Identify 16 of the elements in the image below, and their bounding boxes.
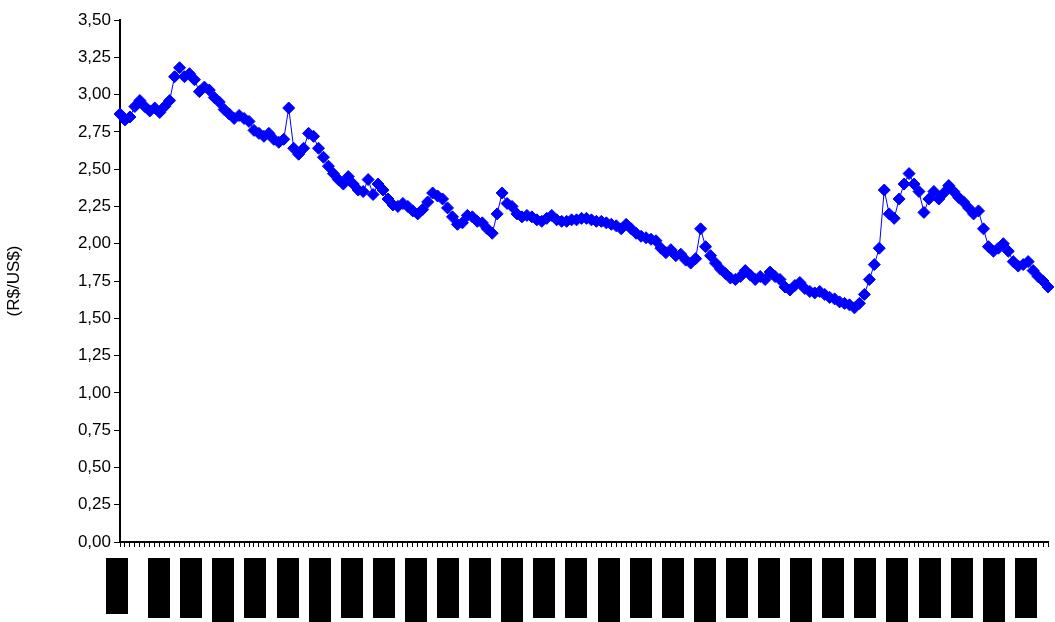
y-tick-label: 3,50 (77, 9, 111, 29)
y-tick-label: 2,25 (77, 196, 111, 216)
y-axis-title: (R$/US$) (3, 245, 23, 317)
y-tick-label: 1,75 (77, 270, 111, 290)
y-tick-label: 1,00 (77, 382, 111, 402)
y-tick-label: 2,00 (77, 233, 111, 253)
y-tick-label: 0,00 (77, 531, 111, 551)
y-tick-label: 3,25 (77, 46, 111, 66)
y-tick-label: 3,00 (77, 84, 111, 104)
y-tick-label: 0,25 (77, 494, 111, 514)
y-tick-label: 2,50 (77, 158, 111, 178)
y-tick-label: 0,50 (77, 457, 111, 477)
y-tick-label: 0,75 (77, 419, 111, 439)
y-tick-label: 1,25 (77, 345, 111, 365)
y-tick-label: 1,50 (77, 307, 111, 327)
y-tick-label: 2,75 (77, 121, 111, 141)
